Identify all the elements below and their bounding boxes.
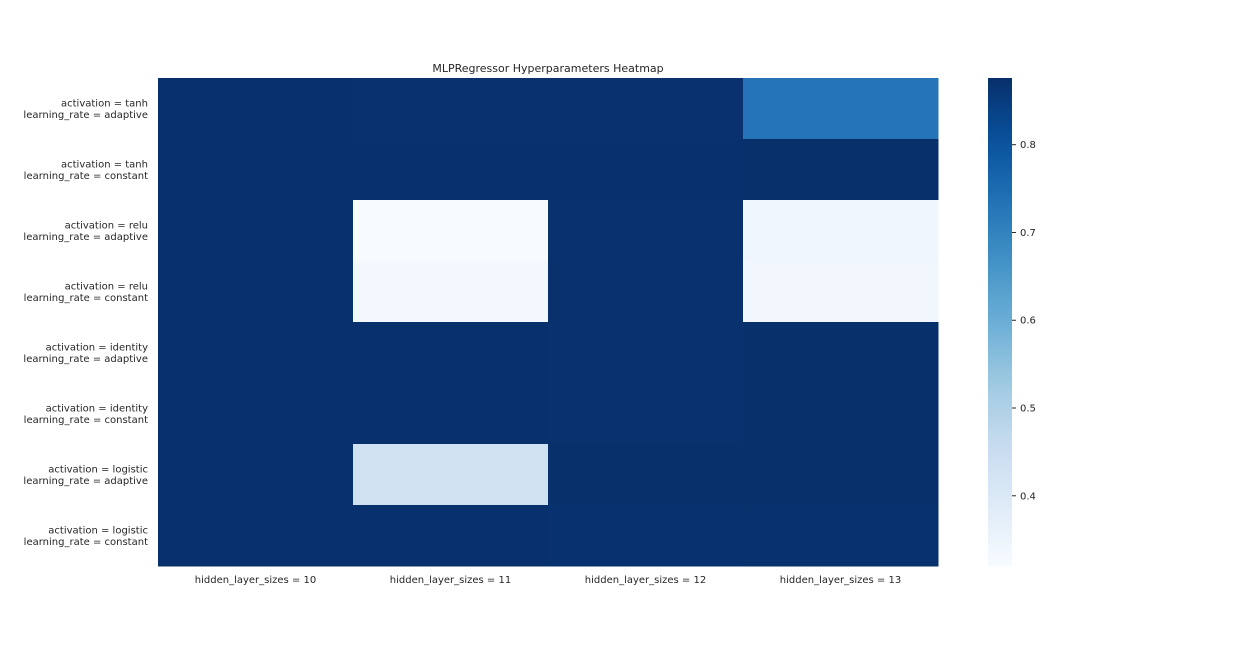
heatmap-cell [548, 505, 744, 567]
heatmap-cell [158, 200, 354, 262]
heatmap-cell [743, 200, 939, 262]
colorbar-gradient [988, 78, 1012, 566]
heatmap-cell [548, 322, 744, 384]
row-label: activation = tanh [61, 99, 148, 110]
heatmap-cell [158, 78, 354, 140]
colorbar-tick-label: 0.7 [1020, 228, 1036, 239]
row-label: activation = identity [46, 343, 148, 354]
column-label: hidden_layer_sizes = 10 [195, 575, 316, 586]
colorbar-tick-label: 0.5 [1020, 404, 1036, 415]
heatmap-cell [548, 139, 744, 201]
column-label: hidden_layer_sizes = 11 [390, 575, 511, 586]
colorbar-tick-label: 0.8 [1020, 140, 1036, 151]
row-label: activation = logistic [48, 526, 148, 537]
heatmap-cell [158, 505, 354, 567]
colorbar: 0.4 0.5 0.6 0.7 0.8 [988, 78, 1036, 566]
column-label: hidden_layer_sizes = 12 [585, 575, 706, 586]
row-label: learning_rate = constant [24, 293, 148, 304]
chart-title: MLPRegressor Hyperparameters Heatmap [432, 62, 663, 75]
row-label: learning_rate = adaptive [23, 476, 148, 487]
heatmap-cell [743, 139, 939, 201]
heatmap-cell [353, 444, 549, 506]
heatmap-cell [158, 139, 354, 201]
heatmap-cell [743, 322, 939, 384]
heatmap-cell [353, 383, 549, 445]
heatmap-cell [353, 505, 549, 567]
heatmap-cell [743, 444, 939, 506]
row-label: activation = relu [65, 221, 148, 232]
heatmap-cell [548, 261, 744, 323]
heatmap-cell [743, 261, 939, 323]
heatmap-cell [158, 383, 354, 445]
heatmap-cell [548, 78, 744, 140]
heatmap-cell [743, 505, 939, 567]
heatmap-cell [548, 444, 744, 506]
heatmap-cell [353, 78, 549, 140]
heatmap-cells [158, 78, 939, 567]
heatmap-cell [353, 322, 549, 384]
heatmap-cell [353, 200, 549, 262]
row-label: learning_rate = adaptive [23, 110, 148, 121]
heatmap-cell [353, 139, 549, 201]
row-label: activation = relu [65, 282, 148, 293]
row-label: learning_rate = adaptive [23, 354, 148, 365]
heatmap-cell [548, 383, 744, 445]
row-label: activation = identity [46, 404, 148, 415]
colorbar-tick-label: 0.4 [1020, 491, 1036, 502]
row-label: learning_rate = constant [24, 537, 148, 548]
row-label: learning_rate = adaptive [23, 232, 148, 243]
heatmap-cell [158, 261, 354, 323]
heatmap-cell [353, 261, 549, 323]
colorbar-tick-label: 0.6 [1020, 316, 1036, 327]
column-label: hidden_layer_sizes = 13 [780, 575, 901, 586]
heatmap-cell [548, 200, 744, 262]
row-label: learning_rate = constant [24, 171, 148, 182]
column-labels: hidden_layer_sizes = 10 hidden_layer_size… [195, 575, 901, 586]
heatmap-cell [158, 322, 354, 384]
heatmap-cell [743, 383, 939, 445]
row-label: learning_rate = constant [24, 415, 148, 426]
heatmap-cell [743, 78, 939, 140]
heatmap-cell [158, 444, 354, 506]
row-label: activation = logistic [48, 465, 148, 476]
row-label: activation = tanh [61, 160, 148, 171]
